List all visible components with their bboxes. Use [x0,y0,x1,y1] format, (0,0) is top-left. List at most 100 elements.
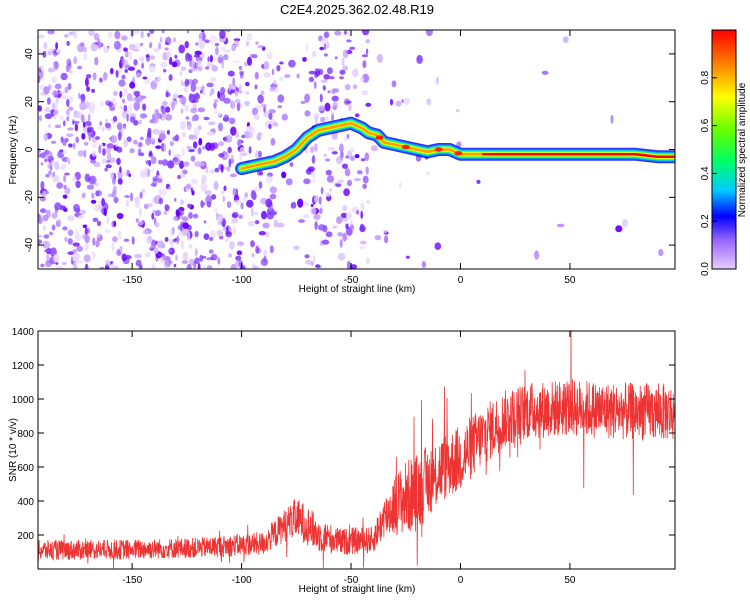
spectrogram-cell [230,221,235,225]
spectrogram-cell [123,47,128,52]
spectrogram-cell [346,179,353,187]
spectrogram-cell [104,167,108,172]
spectrogram-cell [223,185,227,191]
spectrogram-cell [91,88,95,93]
spectrogram-cell [73,110,78,115]
spectrogram-cell [135,218,139,223]
spectrogram-cell [156,240,165,249]
spectrogram-cell [170,228,173,237]
spectrogram-cell [124,51,128,57]
spectrogram-cell [164,47,169,51]
spectrogram-cell [74,123,79,132]
spectrogram-cell [46,97,51,105]
spectrogram-cell [298,219,306,223]
spectrogram-cell [258,181,263,189]
spectrogram-cell [128,51,133,61]
spectrogram-cell [389,98,394,106]
spectrogram-cell [89,175,97,185]
spectrogram-cell [95,240,100,248]
spectrogram-cell [193,127,200,136]
spectrogram-cell [324,102,331,112]
spectrogram-cell [310,146,315,154]
spectrogram-cell [83,101,91,109]
spectrogram-cell [314,116,318,124]
spectrogram-cell [118,230,122,240]
spectrogram-cell [265,198,273,208]
spectrogram-cell [220,46,226,52]
spectrogram-cell [426,171,430,176]
spectrogram-cell [186,145,192,150]
spectrogram-cell [265,175,273,184]
spectrogram-cell [223,166,230,170]
snr-x-ticks: -150 -100 -50 0 50 [122,331,576,586]
spectrogram-cell [192,99,199,103]
y-tick-label: 20 [24,96,35,108]
spectrogram-cell [157,76,162,81]
spectrogram-cell [360,210,364,219]
spectrogram-cell [66,40,70,47]
spectrogram-cell [76,245,84,252]
spectrogram-cell [123,138,129,148]
spectrogram-cell [119,245,123,253]
spectrogram-cell [238,215,243,219]
spectrogram-cell [204,39,210,44]
spectrogram-cell [92,217,99,222]
spectrogram-cell [66,58,72,67]
spectrogram-cell [345,211,352,220]
spectrogram-cell [38,105,42,112]
spectrogram-cell [77,150,85,157]
spectrogram-cell [216,229,224,237]
spectrogram-cell [86,86,91,92]
spectrogram-cell [167,248,173,253]
spectrogram-cell [188,244,193,249]
spectrogram-cell [304,93,310,103]
spectrogram-cell [110,172,115,180]
spectrogram-cell [251,54,258,59]
colorbar-gradient [712,30,736,269]
colorbar-tick-label: 0.0 [700,262,711,276]
spectrogram-cell [168,186,172,190]
spectrogram-cell [122,257,130,265]
spectrogram-cell [207,56,210,62]
spectrogram-cell [137,220,144,226]
spectrogram-cell [188,212,193,219]
spectrogram-cell [323,74,331,80]
spectrogram-cell [209,169,215,174]
spectrogram-cell [211,65,218,72]
spectrogram-cell [239,83,242,93]
spectrogram-cell [38,34,45,39]
spectrogram-cell [562,36,569,44]
spectrogram-cell [309,206,317,216]
spectrogram-cell [238,65,242,71]
spectrogram-cell [91,151,97,157]
spectrogram-cell [139,191,143,199]
spectrogram-cell [154,210,162,217]
spectrogram-cell [77,65,83,70]
spectrogram-cell [242,196,248,202]
spectrogram-cell [182,169,188,175]
spectrogram-cell [183,161,190,167]
spectrogram-cell [209,34,217,45]
spectrogram-cell [342,163,348,169]
spectrogram-cell [197,263,201,269]
spectrogram-cell [89,102,96,112]
spectrogram-cell [276,65,281,72]
spectrogram-cell [325,169,332,176]
spectrogram-cell [319,93,323,103]
spectrogram-cell [214,167,220,173]
spectrogram-cell [224,49,231,53]
spectrogram-cell [335,183,342,187]
spectrogram-cell [331,95,339,102]
spectrogram-cell [236,101,241,112]
spectrogram-cell [191,178,198,185]
spectrogram-cell [269,186,277,194]
spectrogram-cell [175,209,180,217]
snr-plot: -150 -100 -50 0 50 200400600800100012001400 … [8,327,676,595]
spectrogram-cell [67,229,74,236]
spectrogram-cell [321,239,330,245]
spectrogram-cell [96,38,101,42]
spectrogram-cell [190,82,197,92]
spectrogram-cell [204,190,212,196]
spectrogram-cell [149,245,154,249]
spectrogram-cell [340,212,348,219]
